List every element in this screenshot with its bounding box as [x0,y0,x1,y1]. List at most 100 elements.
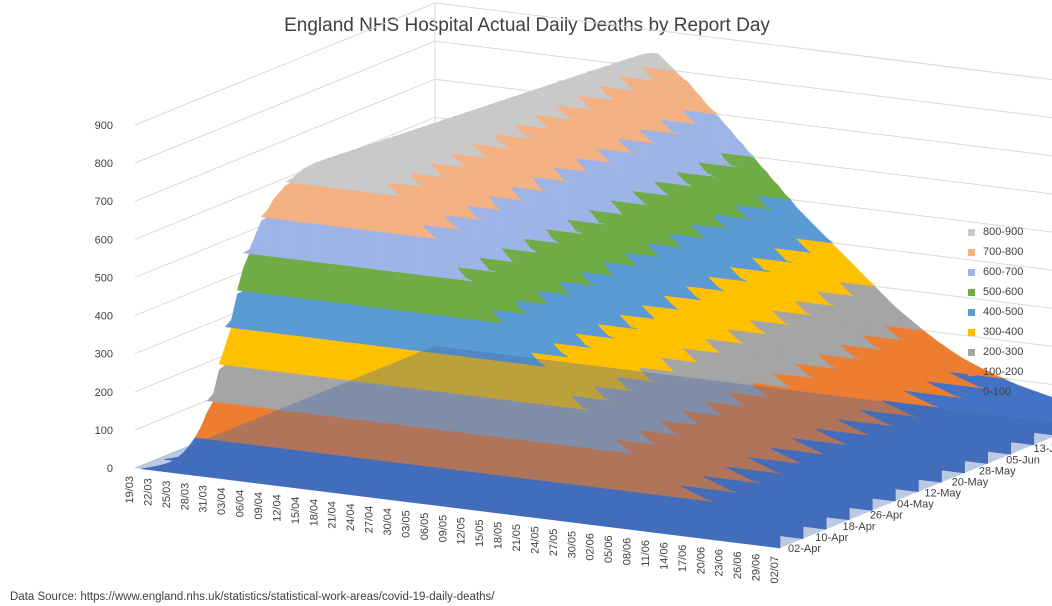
surface-band-800-900 [639,53,647,68]
surface-band-300-400 [862,273,870,286]
surface-band-800-900 [606,94,614,101]
surface-band-100-200 [906,369,914,393]
surface-band-300-400 [832,243,840,283]
surface-band-500-600 [760,165,767,197]
surface-band-600-700 [730,129,737,156]
surface-band-700-800 [705,103,713,114]
surface-band-700-800 [693,89,701,113]
surface-band-800-900 [645,52,653,69]
surface-band-800-900 [530,90,537,116]
surface-band-500-600 [767,207,774,210]
surface-band-300-400 [677,309,684,349]
surface-band-700-800 [532,144,539,179]
surface-band-400-500 [773,215,780,249]
surface-band-200-300 [886,298,894,327]
surface-band-800-900 [629,86,637,91]
surface-band-400-500 [814,225,822,242]
surface-band-500-600 [552,241,560,282]
surface-band-600-700 [684,182,692,187]
surface-band-400-500 [826,237,834,244]
surface-band-800-900 [490,105,497,135]
surface-band-700-800 [648,139,656,144]
surface-band-200-300 [876,348,884,351]
surface-band-700-800 [503,146,510,187]
surface-band-200-300 [765,336,773,374]
surface-band-100-200 [953,351,960,374]
surface-band-600-700 [671,132,679,173]
surface-band-800-900 [622,60,630,78]
surface-band-100-200 [941,343,948,372]
surface-band-300-400 [723,292,730,330]
surface-band-800-900 [651,52,659,70]
surface-band-600-700 [631,155,639,192]
surface-band-200-300 [904,314,912,330]
surface-band-800-900 [657,53,665,70]
surface-band-500-600 [778,185,785,200]
surface-band-700-800 [688,117,697,125]
surface-band-400-500 [786,261,793,263]
surface-band-500-600 [714,181,721,216]
surface-band-300-400 [838,249,846,283]
surface-band-700-800 [658,85,666,121]
surface-band-300-400 [653,318,661,358]
surface-band-700-800 [681,77,689,111]
surface-band-100-200 [930,360,937,383]
surface-band-500-600 [766,171,773,198]
surface-band-300-400 [636,333,644,369]
surface-band-400-500 [704,240,711,278]
surface-band-400-500 [750,223,757,259]
surface-band-700-800 [526,137,533,178]
surface-band-300-400 [828,303,835,307]
surface-band-800-900 [582,75,590,98]
surface-band-700-800 [612,100,620,140]
surface-band-300-400 [746,283,753,321]
surface-band-600-700 [585,171,593,211]
surface-band-700-800 [509,151,516,188]
surface-band-400-500 [657,257,665,296]
surface-band-400-500 [790,199,797,239]
surface-band-700-800 [687,81,695,112]
surface-band-200-300 [857,300,865,336]
surface-band-800-900 [559,83,567,107]
surface-band-800-900 [628,60,636,79]
surface-band-200-300 [898,309,906,329]
surface-band-600-700 [736,137,743,156]
surface-band-400-500 [634,265,642,306]
surface-band-500-600 [708,174,715,215]
surface-band-200-300 [742,344,749,383]
surface-band-200-300 [910,319,918,330]
surface-band-400-500 [594,288,602,325]
surface-band-300-400 [851,295,859,297]
surface-band-800-900 [553,83,561,106]
surface-band-600-700 [748,151,756,158]
surface-band-200-300 [788,327,796,364]
surface-band-100-200 [1001,377,1008,380]
chart-title: England NHS Hospital Actual Daily Deaths… [284,15,770,36]
surface-band-800-900 [669,65,678,72]
surface-band-400-500 [767,208,774,249]
surface-band-300-400 [700,301,707,340]
surface-band-500-600 [754,157,761,197]
surface-band-800-900 [536,90,543,117]
surface-band-300-400 [868,280,876,287]
surface-band-200-300 [899,339,907,341]
surface-band-100-200 [894,361,902,391]
surface-band-300-400 [850,261,858,285]
surface-band-600-700 [731,165,738,168]
surface-band-600-700 [724,123,731,155]
surface-band-600-700 [654,147,662,183]
surface-band-500-600 [667,197,675,235]
surface-band-800-900 [513,98,520,126]
surface-band-200-300 [811,318,819,355]
surface [135,52,1052,549]
surface-band-600-700 [562,180,570,221]
surface-band-600-700 [539,189,547,230]
surface-band-500-600 [621,214,629,254]
surface-band-500-600 [690,189,698,226]
surface-band-500-600 [721,224,728,229]
surface-band-700-800 [671,131,679,135]
surface-band-500-600 [644,206,652,244]
surface-band-0-100 [1027,423,1035,446]
surface-band-400-500 [808,219,816,241]
